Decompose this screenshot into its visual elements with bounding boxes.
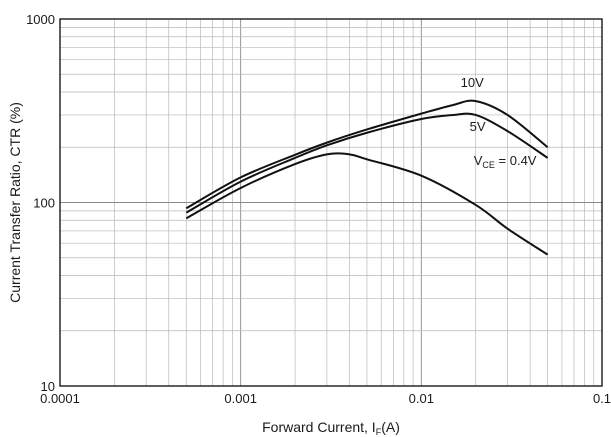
x-tick-label: 0.01 — [409, 391, 434, 406]
series-label: VCE = 0.4V — [474, 153, 537, 170]
series-labels: 10V 5V VCE = 0.4V — [461, 75, 537, 170]
y-tick-label: 100 — [33, 196, 55, 211]
series-label: 10V — [461, 75, 484, 90]
tick-labels: 0.0001 0.001 0.01 0.1 10 100 1000 — [26, 12, 611, 406]
y-tick-label: 1000 — [26, 12, 55, 27]
series-line — [185, 152, 549, 256]
plot-frame — [59, 18, 603, 387]
y-axis-label: Current Transfer Ratio, CTR (%) — [7, 102, 23, 303]
series-line — [185, 112, 549, 214]
x-axis-label-sub: F — [376, 427, 382, 437]
series-label: 5V — [470, 119, 486, 134]
chart-grid — [60, 19, 602, 386]
x-axis-label-tail: (A) — [381, 419, 400, 435]
series-group — [185, 99, 549, 256]
x-tick-label: 0.0001 — [40, 391, 80, 406]
x-axis-label-main: Forward Current, I — [262, 419, 376, 435]
x-tick-label: 0.001 — [224, 391, 257, 406]
series-line — [185, 99, 549, 210]
x-axis-label: Forward Current, IF(A) — [262, 419, 400, 437]
y-tick-label: 10 — [41, 379, 55, 394]
x-tick-label: 0.1 — [593, 391, 611, 406]
